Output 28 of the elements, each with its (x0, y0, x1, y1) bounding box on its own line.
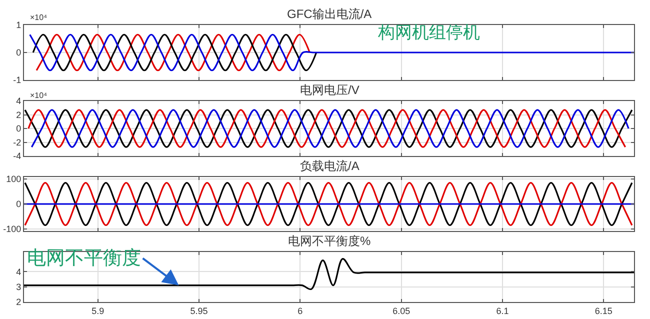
chart-title: 电网不平衡度% (288, 234, 371, 248)
y-tick-label: 4 (16, 96, 22, 106)
x-tick-label: 5.9 (92, 306, 104, 316)
y-tick-label: 0 (16, 199, 22, 210)
chart-title: GFC输出电流/A (287, 7, 372, 21)
x-tick-label: 6 (298, 306, 303, 316)
x-tick-label: 6.05 (392, 306, 410, 316)
y-tick-label: -2 (13, 137, 22, 148)
y-tick-label: 1 (16, 20, 22, 30)
chart-title: 负载电流/A (300, 159, 360, 173)
chart-title: 电网电压/V (300, 83, 360, 97)
text: ×10⁴ (30, 13, 48, 22)
y-tick-label: 100 (6, 174, 22, 184)
y-tick-label: 2 (16, 110, 22, 120)
annotation: 构网机组停机 (377, 23, 480, 42)
x-tick-label: 6.15 (594, 306, 612, 316)
y-tick-label: -4 (13, 151, 22, 162)
text: ×10⁴ (30, 91, 48, 100)
annotation: 电网不平衡度 (27, 247, 141, 269)
x-tick-label: 6.1 (496, 306, 509, 316)
y-tick-label: -1 (13, 75, 22, 86)
y-tick-label: 0 (16, 124, 22, 134)
y-tick-label: 0 (16, 48, 22, 58)
y-tick-label: 3 (16, 282, 22, 292)
y-tick-label: 4 (16, 266, 22, 277)
y-tick-label: 2 (16, 297, 22, 308)
x-tick-label: 5.95 (190, 306, 208, 316)
y-tick-label: -100 (3, 224, 22, 234)
